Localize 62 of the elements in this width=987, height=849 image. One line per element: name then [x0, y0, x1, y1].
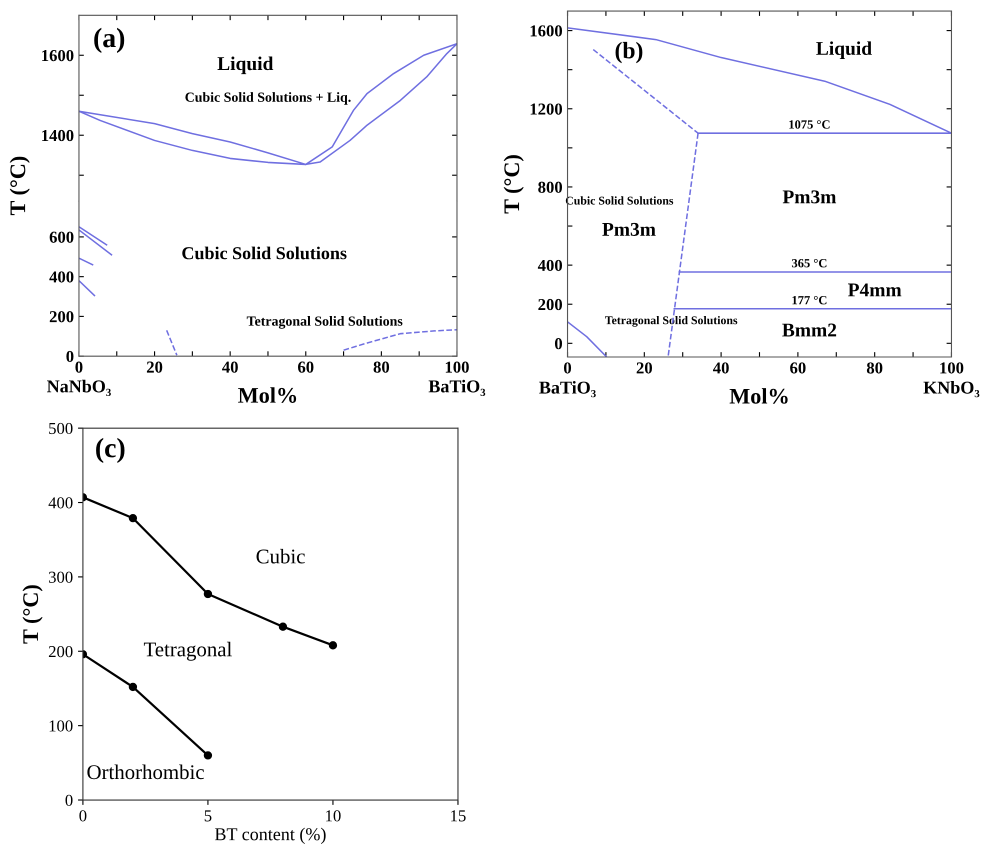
- annotation: Tetragonal: [144, 642, 232, 661]
- x-tick-label: 60: [298, 362, 314, 373]
- annotation: Cubic Solid Solutions: [182, 246, 347, 260]
- y-tick-label: 1600: [42, 50, 74, 62]
- x-axis-title: Mol%: [730, 388, 788, 404]
- x-tick-label: 100: [940, 362, 964, 374]
- x-tick-label: 10: [326, 810, 341, 822]
- x-tick-label: 5: [204, 810, 212, 822]
- x-tick-label: 80: [866, 362, 882, 374]
- x-tick-label: 40: [222, 362, 238, 373]
- y-axis-title: T (°C): [22, 585, 43, 644]
- y-tick-label: 400: [48, 497, 73, 508]
- annotation: Tetragonal Solid Solutions: [246, 316, 402, 329]
- x-tick-label: 40: [713, 362, 729, 374]
- text: NaNbO₃: [47, 380, 111, 396]
- y-tick-label: 400: [538, 260, 562, 272]
- annotation: (b): [616, 42, 642, 64]
- annotation: (a): [94, 28, 124, 53]
- x-axis-title: Mol%: [238, 387, 296, 403]
- annotation: Pm3m: [602, 222, 656, 236]
- y-tick-label: 200: [48, 646, 73, 658]
- y-tick-label: 800: [538, 182, 562, 193]
- y-tick-label: 1200: [530, 103, 562, 115]
- x-tick-label: 60: [790, 362, 806, 374]
- y-axis-title: T (°C): [10, 156, 30, 216]
- annotation: 177 °C: [792, 296, 826, 304]
- x-axis-title: BT content (%): [214, 828, 326, 844]
- annotation: Pm3m: [782, 190, 836, 204]
- x-tick-label: 0: [564, 362, 572, 374]
- y-tick-label: 0: [65, 794, 73, 806]
- annotation: Bmm2: [782, 324, 836, 336]
- x-tick-label: 0: [75, 362, 82, 373]
- x-tick-label: 0: [79, 810, 86, 822]
- y-tick-label: 500: [49, 422, 73, 434]
- y-tick-label: 600: [50, 232, 74, 243]
- y-tick-label: 0: [554, 338, 562, 350]
- x-tick-label: 15: [451, 810, 466, 822]
- y-axis-title: T (°C): [504, 155, 524, 214]
- x-tick-label: 100: [446, 362, 469, 373]
- y-tick-label: 1600: [530, 25, 562, 37]
- x-tick-label: 20: [146, 362, 162, 373]
- y-tick-label: 0: [66, 350, 74, 362]
- annotation: (c): [96, 438, 124, 464]
- text: BaTiO₃: [539, 380, 596, 398]
- y-tick-label: 200: [50, 311, 74, 322]
- x-tick-label: 20: [636, 362, 652, 374]
- annotation: 365 °C: [792, 258, 826, 268]
- annotation: Liquid: [218, 56, 274, 74]
- y-tick-label: 100: [50, 720, 73, 732]
- text: BaTiO₃: [428, 380, 486, 396]
- annotation: 1075 °C: [789, 120, 830, 129]
- y-tick-label: 300: [48, 572, 73, 583]
- x-tick-label: 80: [374, 362, 390, 373]
- y-tick-label: 1400: [42, 130, 74, 142]
- annotation: P4mm: [848, 283, 902, 296]
- annotation: Orthorhombic: [87, 764, 204, 780]
- y-tick-label: 400: [49, 271, 74, 283]
- text: KNbO₃: [923, 380, 980, 398]
- annotation: Liquid: [816, 41, 872, 59]
- annotation: Cubic: [256, 548, 305, 564]
- annotation: Cubic Solid Solutions + Liq.: [185, 92, 351, 105]
- y-tick-label: 200: [538, 298, 562, 310]
